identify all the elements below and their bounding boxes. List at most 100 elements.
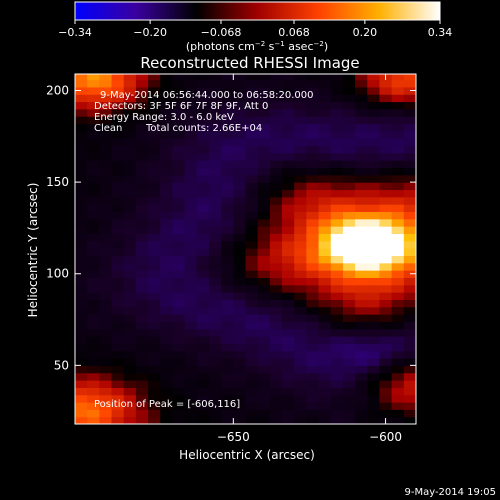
heatmap-cell — [269, 233, 283, 242]
heatmap-cell — [330, 74, 344, 81]
heatmap-cell — [123, 79, 137, 88]
heatmap-cell — [75, 79, 88, 88]
heatmap-cell — [184, 167, 198, 176]
heatmap-cell — [87, 262, 100, 271]
heatmap-cell — [135, 365, 149, 374]
heatmap-cell — [184, 226, 198, 235]
heatmap-cell — [282, 387, 295, 396]
heatmap-cell — [257, 248, 271, 257]
heatmap-cell — [99, 94, 113, 103]
heatmap-cell — [87, 167, 100, 176]
heatmap-cell — [135, 79, 149, 88]
heatmap-cell — [196, 394, 210, 403]
heatmap-cell — [184, 416, 198, 424]
heatmap-cell — [75, 321, 88, 330]
heatmap-cell — [221, 284, 234, 293]
annotation-counts: Total counts: 2.66E+04 — [145, 123, 262, 134]
heatmap-cell — [355, 211, 368, 220]
heatmap-cell — [111, 226, 125, 235]
heatmap-cell — [221, 299, 234, 308]
heatmap-cell — [184, 138, 198, 147]
heatmap-cell — [160, 372, 174, 381]
heatmap-cell — [294, 284, 307, 293]
heatmap-cell — [294, 248, 307, 257]
heatmap-cell — [221, 262, 234, 271]
chart-title: Reconstructed RHESSI Image — [140, 54, 359, 72]
heatmap-cell — [148, 74, 161, 81]
heatmap-cell — [160, 328, 174, 337]
heatmap-cell — [135, 292, 149, 300]
heatmap-cell — [282, 314, 295, 322]
heatmap-cell — [306, 160, 320, 169]
heatmap-cell — [367, 189, 381, 198]
heatmap-cell — [123, 314, 137, 322]
heatmap-cell — [379, 86, 393, 95]
heatmap-cell — [355, 262, 368, 271]
heatmap-cell — [160, 94, 174, 103]
heatmap-cell — [282, 270, 295, 278]
heatmap-cell — [148, 196, 161, 205]
heatmap-cell — [99, 196, 113, 205]
heatmap-cell — [87, 86, 100, 95]
heatmap-cell — [111, 233, 125, 242]
heatmap-cell — [87, 336, 100, 344]
heatmap-cell — [123, 350, 137, 359]
heatmap-cell — [221, 182, 234, 191]
heatmap-cell — [367, 409, 381, 418]
heatmap-cell — [391, 204, 405, 213]
heatmap-cell — [379, 350, 393, 359]
heatmap-cell — [318, 402, 332, 410]
heatmap-cell — [75, 372, 88, 381]
heatmap-cell — [75, 101, 88, 110]
heatmap-cell — [391, 145, 405, 154]
heatmap-cell — [221, 145, 234, 154]
heatmap-cell — [196, 233, 210, 242]
heatmap-cell — [196, 358, 210, 366]
heatmap-cell — [184, 321, 198, 330]
heatmap-cell — [221, 130, 234, 139]
heatmap-cell — [318, 321, 332, 330]
heatmap-cell — [306, 350, 320, 359]
heatmap-cell — [87, 284, 100, 293]
heatmap-cell — [306, 174, 320, 183]
heatmap-cell — [269, 145, 283, 154]
heatmap-cell — [355, 116, 368, 125]
heatmap-cell — [342, 108, 356, 117]
heatmap-cell — [367, 196, 381, 205]
heatmap-cell — [135, 204, 149, 213]
heatmap-cell — [233, 233, 247, 242]
heatmap-cell — [99, 306, 113, 315]
heatmap-cell — [123, 167, 137, 176]
heatmap-cell — [148, 262, 161, 271]
heatmap-cell — [391, 328, 405, 337]
heatmap-cell — [123, 255, 137, 264]
heatmap-cell — [282, 306, 295, 315]
heatmap-cell — [257, 167, 271, 176]
heatmap-cell — [99, 350, 113, 359]
heatmap-cell — [172, 416, 186, 424]
heatmap-cell — [221, 306, 234, 315]
heatmap-cell — [257, 86, 271, 95]
heatmap-cell — [184, 86, 198, 95]
heatmap-cell — [367, 94, 381, 103]
heatmap-cell — [367, 211, 381, 220]
heatmap-cell — [221, 365, 234, 374]
heatmap-cell — [294, 416, 307, 424]
heatmap-cell — [233, 130, 247, 139]
heatmap-cell — [196, 380, 210, 388]
heatmap-cell — [99, 321, 113, 330]
heatmap-cell — [233, 343, 247, 352]
heatmap-cell — [184, 108, 198, 117]
heatmap-cell — [282, 372, 295, 381]
heatmap-cell — [148, 138, 161, 147]
heatmap-cell — [99, 182, 113, 191]
colorbar-tick-label: −0.34 — [58, 26, 92, 39]
heatmap-cell — [87, 196, 100, 205]
y-tick-label: 200 — [46, 83, 69, 97]
heatmap-cell — [355, 270, 368, 278]
heatmap-cell — [233, 277, 247, 286]
heatmap-cell — [99, 394, 113, 403]
heatmap-cell — [111, 292, 125, 300]
heatmap-cell — [379, 123, 393, 132]
heatmap-cell — [367, 416, 381, 424]
